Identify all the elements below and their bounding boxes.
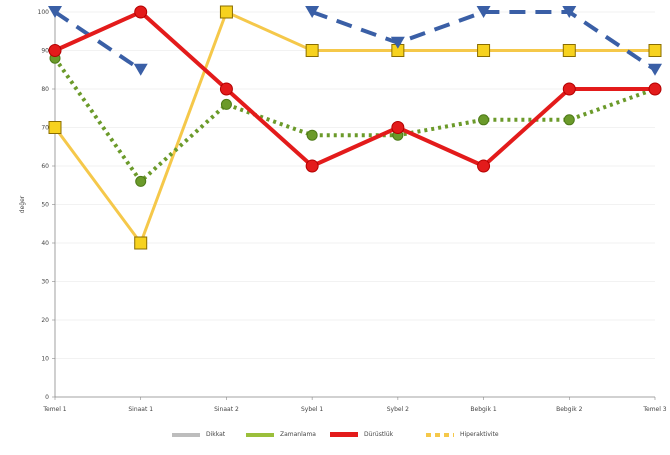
data-point <box>476 6 491 18</box>
y-tick-label: 50 <box>41 202 49 209</box>
series-dürüstlük <box>48 5 662 173</box>
y-tick-label: 70 <box>41 125 49 132</box>
data-point <box>219 5 233 19</box>
data-point <box>648 82 662 96</box>
legend-item-hiperaktivite: Hiperaktivite <box>426 431 499 438</box>
legend-swatch-icon <box>246 432 274 437</box>
y-tick-label: 20 <box>41 317 49 324</box>
data-point <box>219 82 233 96</box>
legend-item-zamanlama: Zamanlama <box>246 431 316 438</box>
data-point <box>133 63 148 76</box>
axes <box>54 8 655 398</box>
y-tick-label: 60 <box>41 163 49 170</box>
y-tick-label: 90 <box>41 48 49 55</box>
data-point <box>477 44 491 57</box>
series-group <box>48 5 662 250</box>
data-point <box>134 5 148 19</box>
data-point <box>562 82 576 96</box>
data-point <box>391 121 405 134</box>
legend-label: Hiperaktivite <box>460 431 499 438</box>
data-point <box>306 129 318 141</box>
data-point <box>134 236 148 250</box>
series-line <box>53 57 656 184</box>
data-point <box>48 44 62 57</box>
legend-swatch-icon <box>172 432 200 437</box>
data-point <box>48 121 62 134</box>
x-tick-label: Sinaat 1 <box>128 406 153 413</box>
series-line <box>53 10 655 245</box>
data-point <box>305 44 319 57</box>
data-point <box>648 44 662 57</box>
y-tick-label: 10 <box>41 356 49 363</box>
x-tick-label: Sybel 2 <box>387 406 409 413</box>
series-dikkat <box>48 6 662 76</box>
y-tick-label: 100 <box>38 9 50 16</box>
y-tick-label: 0 <box>45 394 49 401</box>
data-point <box>220 98 232 110</box>
legend-label: Dikkat <box>206 431 226 438</box>
data-point <box>562 44 576 57</box>
legend-swatch-icon <box>330 432 358 437</box>
x-tick-label: Sinaat 2 <box>214 406 239 413</box>
data-point <box>477 159 491 173</box>
grid-lines <box>55 11 655 398</box>
x-tick-label: Bebgik 2 <box>556 406 582 413</box>
legend-label: Dürüstlük <box>364 431 394 438</box>
y-axis-ticks: 0 10 20 30 40 50 60 70 80 90 100 <box>38 9 55 401</box>
data-point <box>563 114 575 126</box>
x-tick-label: Temel 3 <box>642 406 666 413</box>
x-tick-label: Sybel 1 <box>301 406 323 413</box>
y-tick-label: 30 <box>41 279 49 286</box>
legend-swatch-icon <box>426 432 454 437</box>
x-tick-label: Bebgik 1 <box>470 406 496 413</box>
y-axis-label: değer <box>19 195 26 213</box>
data-point <box>305 159 319 173</box>
series-line <box>54 10 655 168</box>
legend-item-durustluk: Dürüstlük <box>330 431 393 438</box>
y-tick-label: 40 <box>41 240 49 247</box>
x-axis-ticks: Temel 1 Sinaat 1 Sinaat 2 Sybel 1 Sybel 2 Beb… <box>42 397 667 413</box>
data-point <box>648 63 662 76</box>
data-point <box>135 175 147 187</box>
legend-item-dikkat: Dikkat <box>172 431 225 438</box>
series-line <box>53 10 657 72</box>
legend: Dikkat Zamanlama Dürüstlük Hiperaktivite <box>0 428 670 448</box>
series-hiperaktivite <box>48 5 662 250</box>
data-point <box>48 6 62 18</box>
data-point <box>562 6 577 18</box>
legend-label: Zamanlama <box>280 431 316 438</box>
y-tick-label: 80 <box>41 86 49 93</box>
data-point <box>305 6 320 18</box>
x-tick-label: Temel 1 <box>42 406 66 413</box>
data-point <box>390 36 405 49</box>
data-point <box>478 114 490 126</box>
